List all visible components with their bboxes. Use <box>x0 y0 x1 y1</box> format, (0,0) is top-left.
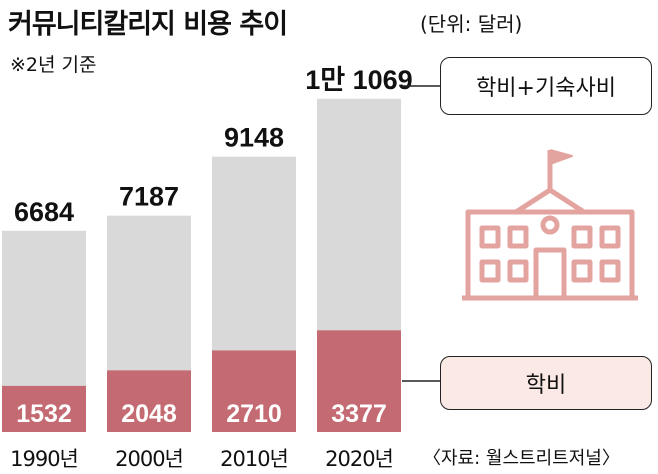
basis-note: ※2년 기준 <box>10 54 97 76</box>
source-label: 〈자료: 월스트리트저널〉 <box>423 448 620 469</box>
bar-tuition-2 <box>212 350 296 432</box>
x-axis-ticks: 1990년 2000년 2010년 2020년 <box>10 447 394 471</box>
chart-title: 커뮤니티칼리지 비용 추이 <box>8 9 288 40</box>
tick-label-2: 2010년 <box>220 447 288 471</box>
label-total-0: 6684 <box>14 197 74 227</box>
bars-group: 6684 1532 7187 2048 9148 2710 1만 1069 3377 <box>2 65 413 433</box>
unit-label: (단위: 달러) <box>420 12 523 36</box>
label-tuition-2: 2710 <box>226 400 282 428</box>
bar-tuition-3 <box>317 330 401 432</box>
legend-total: 학비+기숙사비 <box>440 57 652 115</box>
legend-tuition: 학비 <box>440 356 652 410</box>
label-tuition-1: 2048 <box>121 400 177 428</box>
label-total-3: 1만 1069 <box>305 65 412 95</box>
label-tuition-0: 1532 <box>16 400 72 428</box>
label-total-1: 7187 <box>119 182 179 212</box>
label-total-2: 9148 <box>224 123 284 153</box>
tick-label-3: 2020년 <box>325 447 393 471</box>
school-building-icon <box>462 149 638 301</box>
bar-tuition-1 <box>107 370 191 432</box>
tick-label-1: 2000년 <box>115 447 183 471</box>
label-tuition-3: 3377 <box>331 400 387 428</box>
bar-tuition-0 <box>2 385 86 432</box>
tick-label-0: 1990년 <box>10 447 78 471</box>
